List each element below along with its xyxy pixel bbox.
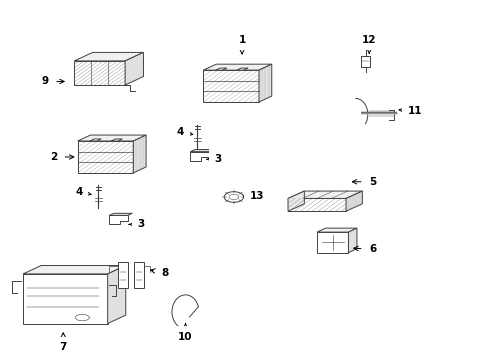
Polygon shape: [74, 61, 125, 85]
Polygon shape: [74, 53, 143, 61]
Polygon shape: [203, 64, 271, 70]
Polygon shape: [236, 68, 247, 70]
Polygon shape: [23, 274, 107, 324]
Text: 7: 7: [60, 333, 67, 352]
Text: 1: 1: [238, 35, 245, 54]
Text: 10: 10: [178, 324, 192, 342]
Polygon shape: [90, 139, 101, 141]
Polygon shape: [361, 56, 369, 67]
Polygon shape: [316, 232, 348, 253]
Polygon shape: [78, 135, 146, 141]
Polygon shape: [348, 228, 356, 253]
Text: 3: 3: [129, 219, 144, 229]
Polygon shape: [133, 135, 146, 173]
Text: 4: 4: [177, 127, 192, 137]
Polygon shape: [287, 191, 304, 211]
Polygon shape: [111, 139, 122, 141]
Polygon shape: [215, 68, 226, 70]
Text: 2: 2: [50, 152, 74, 162]
Polygon shape: [125, 53, 143, 85]
Polygon shape: [316, 228, 356, 232]
Polygon shape: [109, 215, 127, 224]
Text: 6: 6: [353, 244, 375, 254]
Polygon shape: [287, 191, 362, 198]
Text: 9: 9: [41, 76, 64, 86]
Polygon shape: [203, 70, 259, 102]
Polygon shape: [346, 191, 362, 211]
Polygon shape: [109, 213, 132, 215]
Polygon shape: [118, 261, 127, 288]
Polygon shape: [287, 198, 346, 211]
Polygon shape: [190, 149, 213, 152]
Text: 13: 13: [244, 191, 264, 201]
Polygon shape: [134, 261, 143, 288]
Polygon shape: [190, 152, 208, 161]
Polygon shape: [23, 265, 125, 274]
Text: 8: 8: [150, 268, 168, 278]
Text: 4: 4: [75, 188, 91, 197]
Text: 3: 3: [206, 154, 221, 164]
Polygon shape: [107, 265, 125, 324]
Polygon shape: [259, 64, 271, 102]
Text: 12: 12: [361, 35, 376, 53]
Polygon shape: [78, 141, 133, 173]
Text: 11: 11: [398, 106, 421, 116]
Text: 5: 5: [351, 177, 375, 187]
